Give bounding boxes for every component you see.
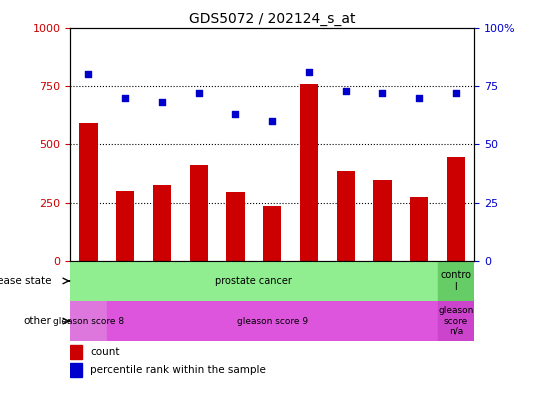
Bar — [263, 206, 281, 261]
Text: disease state: disease state — [0, 276, 52, 286]
Text: percentile rank within the sample: percentile rank within the sample — [91, 365, 266, 375]
Bar — [70, 363, 82, 377]
Bar — [447, 157, 465, 261]
Bar — [226, 192, 245, 261]
Point — [305, 69, 313, 75]
Point — [157, 99, 166, 105]
Point — [268, 118, 277, 124]
Point — [378, 90, 387, 96]
Text: prostate cancer: prostate cancer — [216, 276, 292, 286]
Bar — [153, 185, 171, 261]
Bar — [107, 301, 438, 341]
Bar — [438, 261, 474, 301]
Text: gleason score 8: gleason score 8 — [53, 316, 124, 325]
Bar — [116, 191, 134, 261]
Text: gleason score 9: gleason score 9 — [237, 316, 308, 325]
Point — [231, 111, 240, 117]
Point — [341, 87, 350, 94]
Point — [84, 71, 93, 77]
Text: gleason
score
n/a: gleason score n/a — [438, 306, 474, 336]
Bar — [79, 123, 98, 261]
Point — [415, 94, 424, 101]
Bar — [70, 301, 107, 341]
Text: count: count — [91, 347, 120, 357]
Bar — [190, 165, 208, 261]
Title: GDS5072 / 202124_s_at: GDS5072 / 202124_s_at — [189, 13, 355, 26]
Point — [121, 94, 129, 101]
Bar — [438, 301, 474, 341]
Bar — [336, 171, 355, 261]
Bar — [70, 345, 82, 359]
Bar — [300, 84, 318, 261]
Bar — [373, 180, 392, 261]
Bar — [410, 197, 429, 261]
Text: contro
l: contro l — [440, 270, 472, 292]
Text: other: other — [24, 316, 52, 326]
Point — [452, 90, 460, 96]
Point — [195, 90, 203, 96]
